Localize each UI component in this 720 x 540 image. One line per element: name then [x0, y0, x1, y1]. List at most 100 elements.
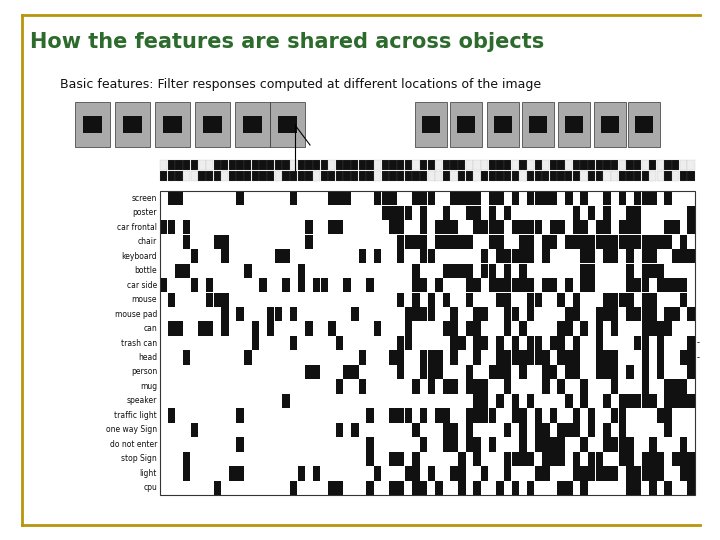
- Bar: [665, 394, 672, 408]
- Bar: [451, 307, 458, 321]
- Bar: [397, 365, 405, 379]
- Bar: [588, 171, 595, 181]
- Bar: [580, 278, 588, 292]
- Bar: [473, 321, 481, 336]
- Bar: [688, 220, 695, 234]
- Bar: [580, 191, 588, 206]
- Bar: [657, 350, 665, 365]
- Bar: [688, 336, 695, 350]
- Bar: [198, 160, 205, 170]
- Bar: [168, 220, 175, 234]
- Bar: [572, 408, 580, 423]
- Bar: [611, 234, 618, 249]
- Bar: [672, 160, 680, 170]
- Bar: [297, 466, 305, 481]
- Text: bottle: bottle: [135, 266, 157, 275]
- Bar: [489, 160, 496, 170]
- Bar: [603, 307, 611, 321]
- Bar: [473, 394, 481, 408]
- Bar: [519, 408, 526, 423]
- Bar: [504, 423, 511, 437]
- Bar: [397, 234, 405, 249]
- Bar: [183, 452, 190, 466]
- Bar: [565, 365, 572, 379]
- Bar: [588, 278, 595, 292]
- Bar: [519, 321, 526, 336]
- Bar: [420, 234, 427, 249]
- Bar: [435, 408, 443, 423]
- Bar: [420, 365, 427, 379]
- Bar: [489, 437, 496, 451]
- Bar: [665, 234, 672, 249]
- Bar: [527, 307, 534, 321]
- Bar: [572, 466, 580, 481]
- Bar: [626, 171, 634, 181]
- Bar: [282, 249, 289, 264]
- Bar: [595, 466, 603, 481]
- Bar: [519, 278, 526, 292]
- Bar: [634, 206, 642, 220]
- Bar: [390, 171, 397, 181]
- Bar: [244, 264, 251, 278]
- Bar: [481, 408, 488, 423]
- Bar: [221, 249, 228, 264]
- Bar: [649, 452, 657, 466]
- Bar: [405, 321, 412, 336]
- Bar: [443, 408, 450, 423]
- Bar: [512, 350, 519, 365]
- Bar: [572, 365, 580, 379]
- Bar: [594, 102, 626, 147]
- Bar: [270, 102, 305, 147]
- Bar: [550, 171, 557, 181]
- Bar: [634, 160, 642, 170]
- Bar: [305, 365, 312, 379]
- Bar: [565, 350, 572, 365]
- Bar: [473, 160, 481, 170]
- Bar: [489, 191, 496, 206]
- Bar: [680, 234, 687, 249]
- Bar: [413, 423, 420, 437]
- Bar: [680, 293, 687, 307]
- Bar: [688, 466, 695, 481]
- Bar: [542, 278, 549, 292]
- Bar: [473, 307, 481, 321]
- Bar: [634, 191, 642, 206]
- Bar: [420, 220, 427, 234]
- Bar: [466, 160, 473, 170]
- Bar: [657, 336, 665, 350]
- Bar: [290, 191, 297, 206]
- Bar: [572, 293, 580, 307]
- Bar: [496, 278, 504, 292]
- Bar: [618, 452, 626, 466]
- Bar: [191, 278, 198, 292]
- Bar: [688, 365, 695, 379]
- Bar: [382, 171, 389, 181]
- Bar: [680, 160, 687, 170]
- Bar: [557, 423, 565, 437]
- Bar: [542, 466, 549, 481]
- Bar: [83, 116, 102, 133]
- Bar: [496, 481, 504, 495]
- Bar: [206, 278, 213, 292]
- Bar: [489, 234, 496, 249]
- Bar: [221, 307, 228, 321]
- Bar: [595, 452, 603, 466]
- Bar: [603, 350, 611, 365]
- Bar: [221, 160, 228, 170]
- Bar: [626, 394, 634, 408]
- Bar: [413, 264, 420, 278]
- Bar: [634, 336, 642, 350]
- Bar: [642, 191, 649, 206]
- Text: poster: poster: [132, 208, 157, 217]
- Bar: [665, 380, 672, 394]
- Bar: [626, 466, 634, 481]
- Bar: [351, 365, 359, 379]
- Bar: [634, 234, 642, 249]
- Bar: [428, 171, 435, 181]
- Bar: [413, 234, 420, 249]
- Bar: [512, 220, 519, 234]
- Bar: [168, 293, 175, 307]
- Bar: [588, 408, 595, 423]
- Bar: [626, 249, 634, 264]
- Bar: [305, 160, 312, 170]
